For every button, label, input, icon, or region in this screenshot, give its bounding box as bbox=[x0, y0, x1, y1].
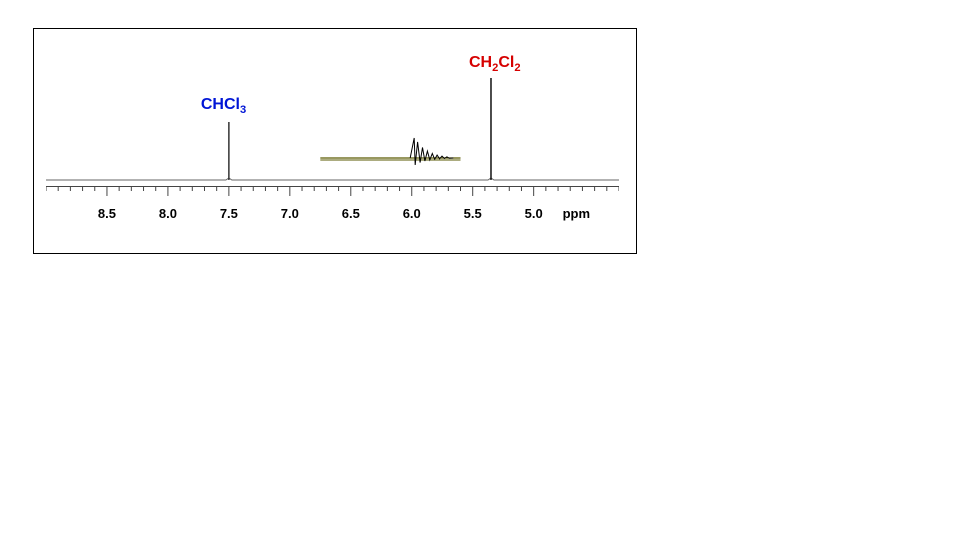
axis-tick-label: 6.0 bbox=[403, 206, 421, 221]
axis-tick-label: 7.0 bbox=[281, 206, 299, 221]
nmr-spectrum-plot: 8.5 8.0 7.5 7.0 6.5 6.0 5.5 5.0 ppm bbox=[46, 40, 619, 240]
baseline-trace bbox=[46, 178, 619, 180]
peak-label-chcl3: CHCl3 bbox=[201, 96, 246, 116]
axis-tick-label: 8.0 bbox=[159, 206, 177, 221]
axis-tick-label: 7.5 bbox=[220, 206, 238, 221]
peak-label-ch2cl2: CH2Cl2 bbox=[469, 54, 521, 74]
axis-unit-label: ppm bbox=[563, 206, 590, 221]
axis-tick-label: 6.5 bbox=[342, 206, 360, 221]
axis-tick-label: 5.5 bbox=[464, 206, 482, 221]
axis-tick-label: 8.5 bbox=[98, 206, 116, 221]
inset-artifact bbox=[410, 138, 453, 165]
axis-tick-label: 5.0 bbox=[525, 206, 543, 221]
